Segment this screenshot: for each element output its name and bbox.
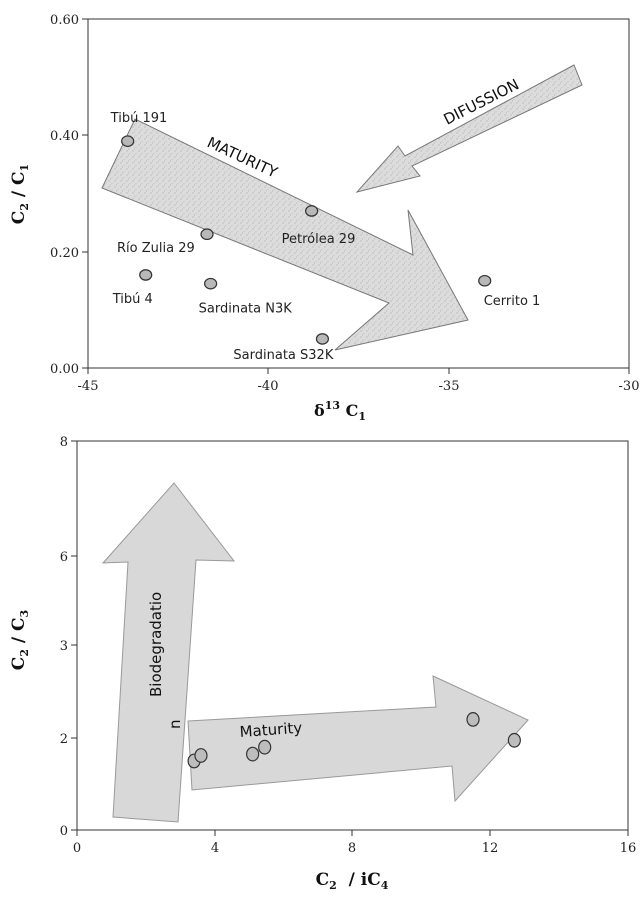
y-tick-label: 8 bbox=[60, 435, 68, 450]
maturity-annotation-2: Maturity bbox=[239, 719, 303, 741]
chart-2-y-axis-label: C2 / C3 bbox=[9, 610, 31, 670]
y-tick-label: 0 bbox=[60, 824, 68, 839]
biodegradation-arrow bbox=[101, 482, 236, 823]
x-tick-label: -30 bbox=[619, 379, 640, 394]
point-label: Río Zulia 29 bbox=[117, 241, 195, 256]
data-point bbox=[246, 746, 260, 762]
maturity-arrow-2 bbox=[187, 675, 529, 803]
x-tick-label: 4 bbox=[211, 841, 219, 856]
x-tick-label: -35 bbox=[439, 379, 460, 394]
data-point bbox=[305, 205, 319, 217]
data-point bbox=[121, 135, 135, 147]
x-tick-label: 16 bbox=[620, 841, 637, 856]
biodegradation-annotation-tail: n bbox=[166, 719, 184, 729]
x-tick-label: 8 bbox=[348, 841, 356, 856]
y-tick-label: 3 bbox=[60, 639, 68, 654]
chart-1-points bbox=[121, 135, 492, 345]
chart-1-x-axis-label: δ13 C1 bbox=[314, 399, 366, 423]
maturity-arrow bbox=[101, 118, 469, 351]
point-label: Petrólea 29 bbox=[282, 232, 356, 247]
data-point bbox=[466, 712, 480, 727]
x-tick-label: 12 bbox=[482, 841, 499, 856]
point-label: Tibú 4 bbox=[112, 292, 153, 307]
data-point bbox=[315, 333, 330, 345]
data-point bbox=[507, 732, 521, 748]
y-tick-label: 0.00 bbox=[50, 362, 79, 377]
data-point bbox=[204, 277, 218, 290]
data-point bbox=[194, 748, 208, 763]
chart-1: MATURITY DIFUSSION -45 -40 -35 -30 0.00 … bbox=[9, 13, 639, 423]
chart-2: Biodegradatio n Maturity 0 4 8 12 16 0 2… bbox=[9, 435, 636, 892]
biodegradation-annotation: Biodegradatio bbox=[147, 592, 165, 697]
data-point bbox=[139, 269, 153, 281]
chart-2-ticks bbox=[71, 440, 629, 836]
y-tick-label: 0.40 bbox=[50, 129, 79, 144]
point-label: Cerrito 1 bbox=[484, 294, 541, 309]
chart-2-x-axis-label: C2 / iC4 bbox=[316, 870, 389, 892]
chart-1-frame bbox=[87, 18, 630, 369]
data-point bbox=[200, 228, 214, 241]
chart-2-points bbox=[187, 712, 521, 769]
x-tick-label: 0 bbox=[73, 841, 81, 856]
point-label: Sardinata S32K bbox=[233, 348, 333, 363]
point-label: Sardinata N3K bbox=[199, 302, 293, 317]
point-label: Tibú 191 bbox=[110, 111, 168, 126]
data-point bbox=[478, 274, 492, 287]
chart-1-ticks bbox=[82, 18, 630, 374]
data-point bbox=[258, 739, 272, 755]
x-tick-label: -40 bbox=[258, 379, 279, 394]
y-tick-label: 0.60 bbox=[50, 13, 79, 28]
x-tick-label: -45 bbox=[78, 379, 99, 394]
y-tick-label: 0.20 bbox=[50, 246, 79, 261]
y-tick-label: 6 bbox=[60, 550, 68, 565]
chart-1-point-labels: Tibú 191 Río Zulia 29 Tibú 4 Sardinata N3K P… bbox=[110, 111, 541, 363]
difussion-arrow bbox=[355, 64, 583, 193]
y-tick-label: 2 bbox=[60, 732, 68, 747]
chart-1-y-axis-label: C2 / C1 bbox=[9, 164, 31, 224]
